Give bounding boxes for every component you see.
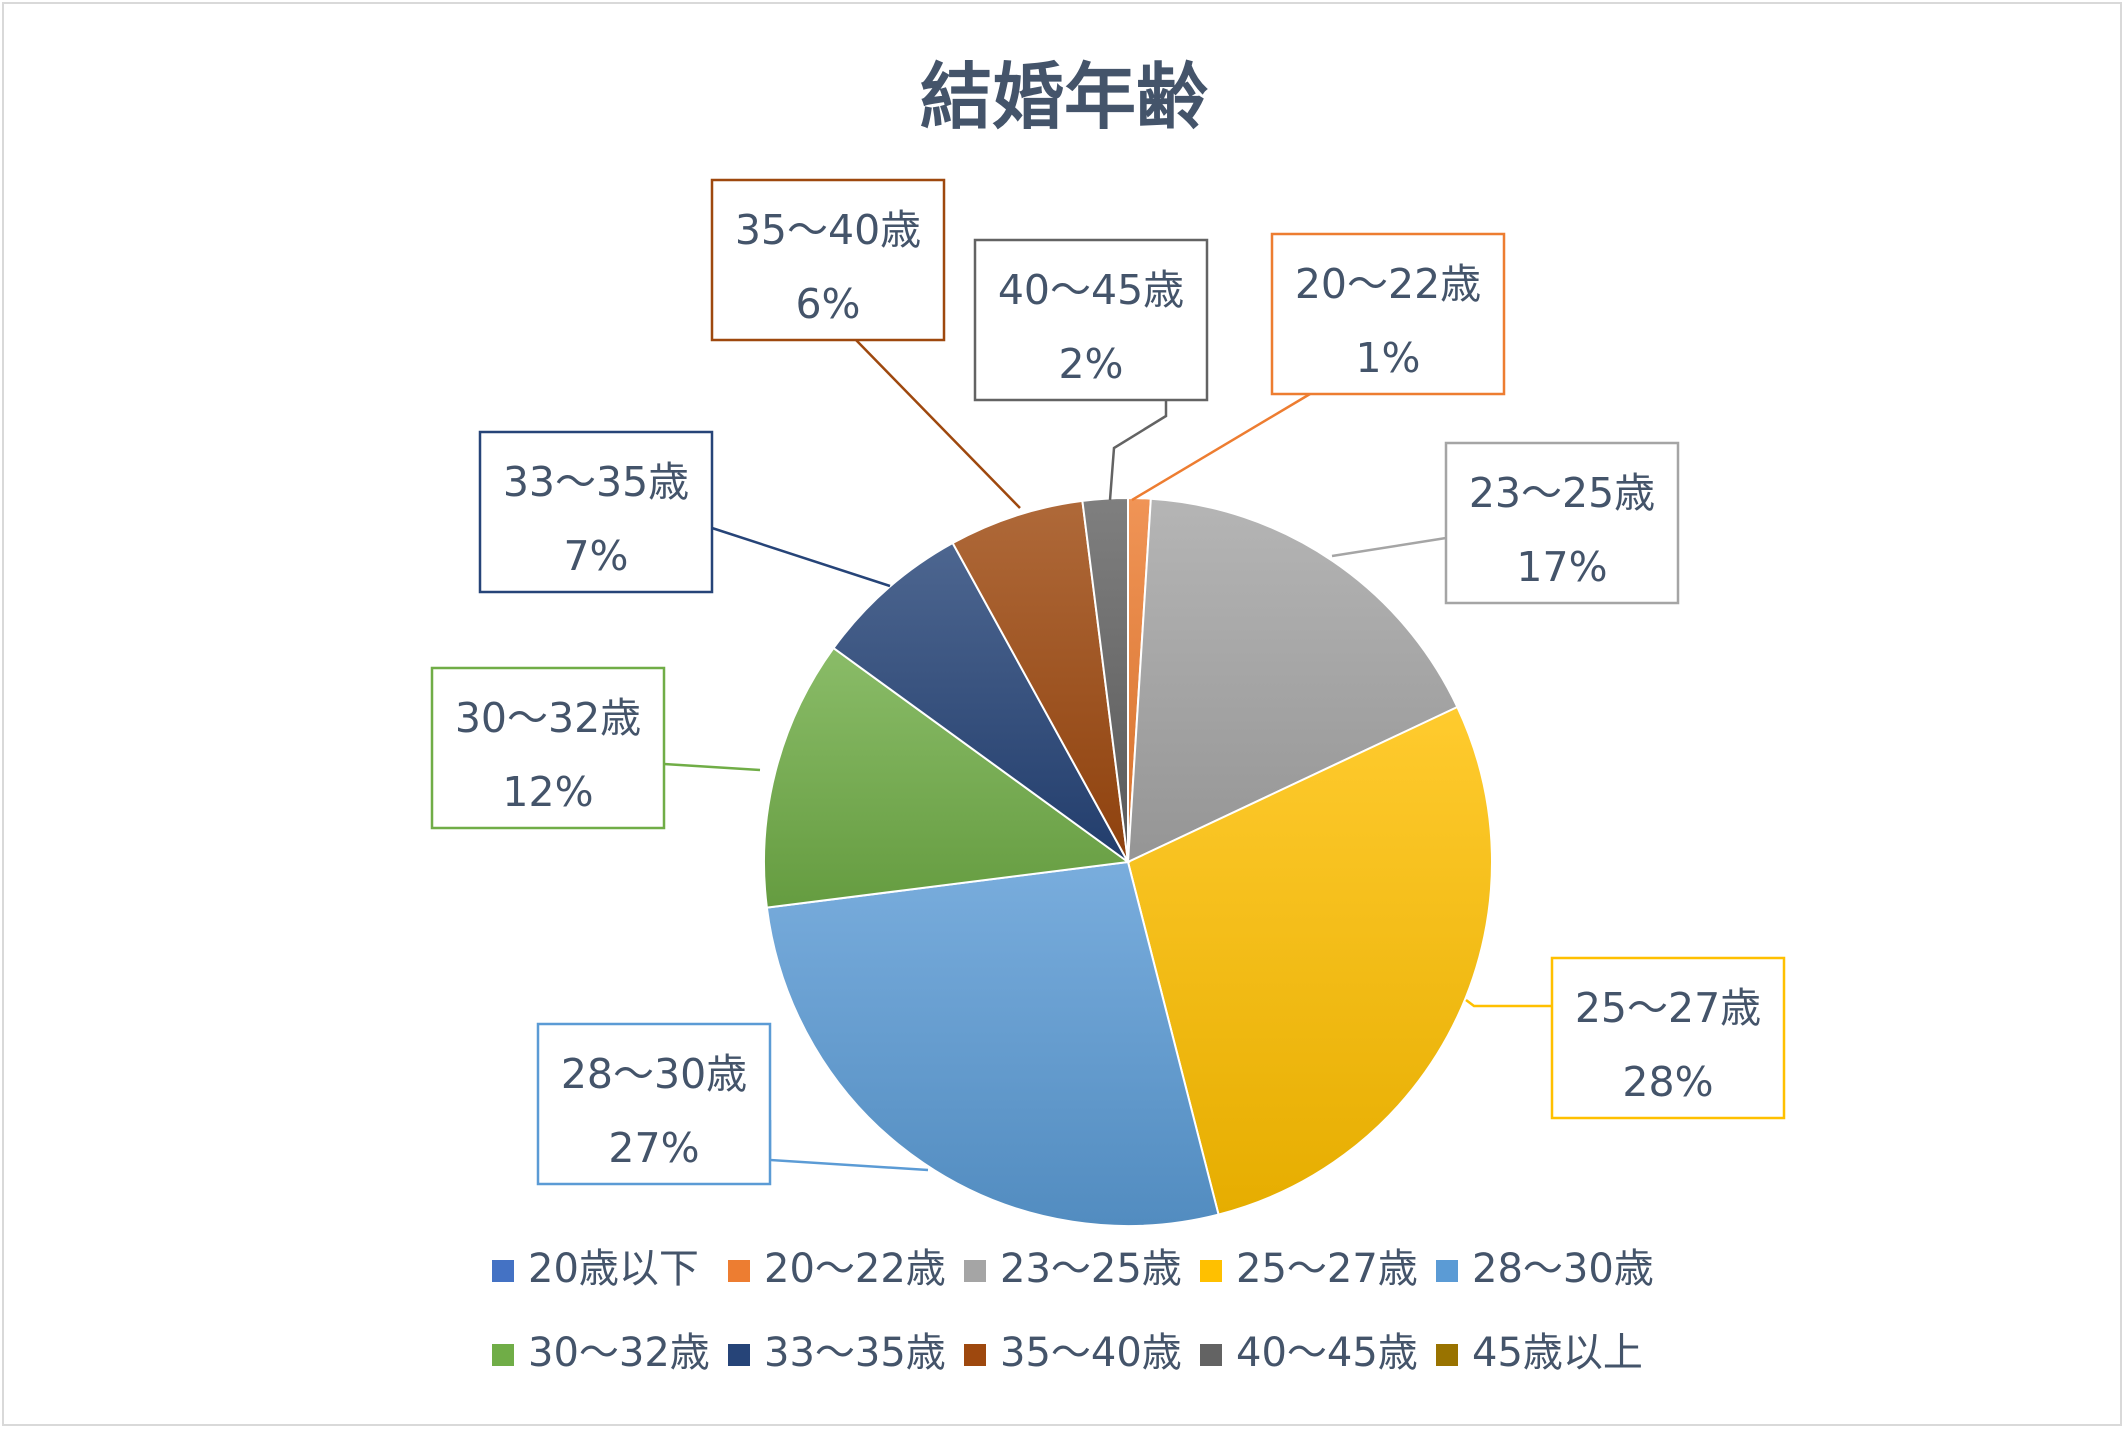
callout-box-7 bbox=[710, 178, 946, 342]
data-label-category-5: 30〜32歳 bbox=[455, 694, 641, 742]
legend-item-3: 25〜27歳 bbox=[1200, 1246, 1418, 1292]
legend-label-6: 33〜35歳 bbox=[764, 1330, 946, 1376]
callout-4: 28〜30歳 27% bbox=[536, 1022, 929, 1186]
leader-line-1 bbox=[1131, 392, 1311, 502]
legend-label-1: 20〜22歳 bbox=[764, 1246, 946, 1292]
legend-label-0: 20歳以下 bbox=[528, 1246, 699, 1292]
legend-swatch-4 bbox=[1436, 1260, 1458, 1282]
leader-line-8 bbox=[1108, 400, 1168, 501]
legend: 20歳以下 20〜22歳 23〜25歳 25〜27歳 28〜30歳 30〜32歳 33〜35… bbox=[492, 1246, 1654, 1376]
data-label-percent-3: 28% bbox=[1622, 1058, 1713, 1106]
legend-swatch-7 bbox=[964, 1344, 986, 1366]
data-label-category-8: 40〜45歳 bbox=[998, 266, 1184, 314]
data-label-percent-7: 6% bbox=[795, 280, 860, 328]
pie-slice-4 bbox=[765, 860, 1220, 1227]
data-label-category-2: 23〜25歳 bbox=[1469, 469, 1655, 517]
legend-label-2: 23〜25歳 bbox=[1000, 1246, 1182, 1292]
legend-item-8: 40〜45歳 bbox=[1200, 1330, 1418, 1376]
leader-line-3 bbox=[1465, 999, 1552, 1008]
legend-label-8: 40〜45歳 bbox=[1236, 1330, 1418, 1376]
legend-label-9: 45歳以上 bbox=[1472, 1330, 1643, 1376]
callout-7: 35〜40歳 6% bbox=[710, 178, 1021, 509]
callout-3: 25〜27歳 28% bbox=[1465, 956, 1786, 1120]
callout-box-1 bbox=[1270, 232, 1506, 396]
callout-1: 20〜22歳 1% bbox=[1131, 232, 1506, 502]
legend-item-6: 33〜35歳 bbox=[728, 1330, 946, 1376]
data-label-percent-6: 7% bbox=[563, 532, 628, 580]
pie-slice-5 bbox=[763, 646, 1131, 909]
callout-box-4 bbox=[536, 1022, 772, 1186]
data-label-percent-5: 12% bbox=[502, 768, 593, 816]
callout-box-6 bbox=[478, 430, 714, 594]
data-label-percent-8: 2% bbox=[1058, 340, 1123, 388]
data-label-category-1: 20〜22歳 bbox=[1295, 260, 1481, 308]
data-label-percent-1: 1% bbox=[1355, 334, 1420, 382]
pie-slice-7 bbox=[951, 499, 1129, 863]
callout-box-2 bbox=[1444, 441, 1680, 605]
leader-line-6 bbox=[711, 526, 891, 588]
callout-8: 40〜45歳 2% bbox=[973, 238, 1209, 501]
legend-swatch-0 bbox=[492, 1260, 514, 1282]
pie-slices bbox=[763, 496, 1493, 1227]
legend-label-7: 35〜40歳 bbox=[1000, 1330, 1182, 1376]
data-label-category-7: 35〜40歳 bbox=[735, 206, 921, 254]
pie-slice-2 bbox=[1126, 497, 1459, 864]
legend-label-4: 28〜30歳 bbox=[1472, 1246, 1654, 1292]
data-label-percent-2: 17% bbox=[1516, 543, 1607, 591]
chart-title: 結婚年齢 bbox=[920, 55, 1208, 139]
legend-swatch-5 bbox=[492, 1344, 514, 1366]
legend-item-4: 28〜30歳 bbox=[1436, 1246, 1654, 1292]
callout-box-8 bbox=[973, 238, 1209, 402]
legend-label-5: 30〜32歳 bbox=[528, 1330, 710, 1376]
legend-item-9: 45歳以上 bbox=[1436, 1330, 1643, 1376]
data-callouts: 20〜22歳 1% 23〜25歳 17% 25〜27歳 28% 28〜30歳 27% 30〜32… bbox=[430, 178, 1786, 1186]
legend-item-0: 20歳以下 bbox=[492, 1246, 699, 1292]
legend-swatch-8 bbox=[1200, 1344, 1222, 1366]
legend-item-2: 23〜25歳 bbox=[964, 1246, 1182, 1292]
callout-2: 23〜25歳 17% bbox=[1331, 441, 1680, 605]
pie-slice-6 bbox=[832, 541, 1129, 863]
data-label-category-6: 33〜35歳 bbox=[503, 458, 689, 506]
leader-line-7 bbox=[855, 339, 1021, 509]
pie-slice-3 bbox=[1126, 705, 1493, 1216]
legend-swatch-6 bbox=[728, 1344, 750, 1366]
leader-line-5 bbox=[663, 762, 761, 772]
legend-item-5: 30〜32歳 bbox=[492, 1330, 710, 1376]
pie-slice-8 bbox=[1081, 496, 1129, 863]
legend-swatch-1 bbox=[728, 1260, 750, 1282]
legend-label-3: 25〜27歳 bbox=[1236, 1246, 1418, 1292]
callout-box-3 bbox=[1550, 956, 1786, 1120]
data-label-percent-4: 27% bbox=[608, 1124, 699, 1172]
data-label-category-4: 28〜30歳 bbox=[561, 1050, 747, 1098]
leader-line-2 bbox=[1331, 536, 1447, 558]
legend-item-7: 35〜40歳 bbox=[964, 1330, 1182, 1376]
legend-swatch-3 bbox=[1200, 1260, 1222, 1282]
callout-box-5 bbox=[430, 666, 666, 830]
legend-swatch-9 bbox=[1436, 1344, 1458, 1366]
callout-6: 33〜35歳 7% bbox=[478, 430, 891, 594]
legend-item-1: 20〜22歳 bbox=[728, 1246, 946, 1292]
legend-swatch-2 bbox=[964, 1260, 986, 1282]
callout-5: 30〜32歳 12% bbox=[430, 666, 761, 830]
data-label-category-3: 25〜27歳 bbox=[1575, 984, 1761, 1032]
